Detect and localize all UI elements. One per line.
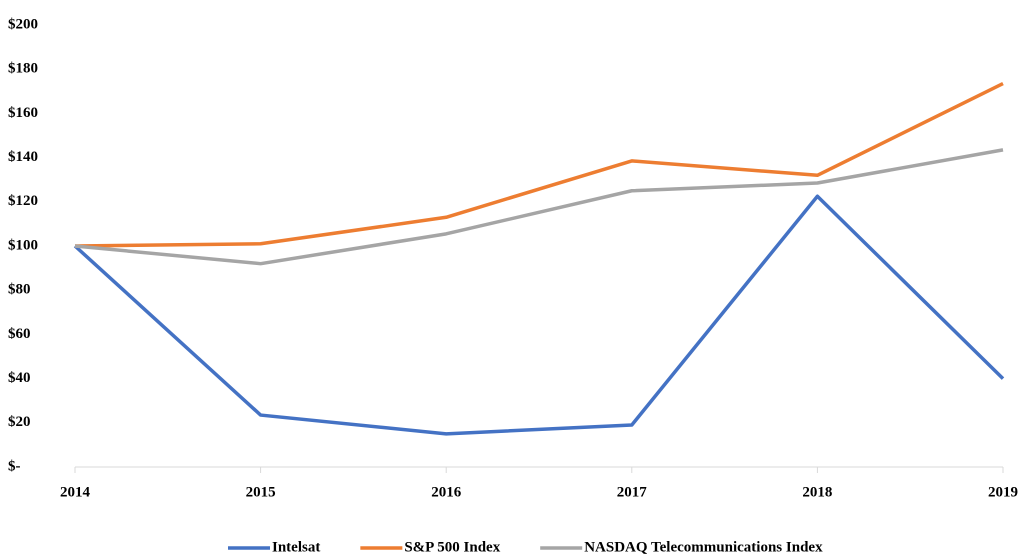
y-tick-label: $- bbox=[8, 458, 21, 474]
y-tick-label: $60 bbox=[8, 326, 31, 342]
x-tick-label: 2019 bbox=[988, 484, 1018, 500]
x-tick-label: 2017 bbox=[617, 484, 648, 500]
x-tick-label: 2016 bbox=[431, 484, 462, 500]
y-tick-label: $200 bbox=[8, 16, 38, 32]
y-tick-label: $140 bbox=[8, 149, 38, 165]
y-tick-label: $100 bbox=[8, 237, 38, 253]
series-line bbox=[73, 194, 1005, 436]
series-line bbox=[74, 148, 1004, 266]
y-tick-label: $80 bbox=[8, 282, 31, 298]
y-tick-label: $160 bbox=[8, 105, 38, 121]
x-tick-label: 2018 bbox=[802, 484, 832, 500]
legend-label: Intelsat bbox=[272, 539, 320, 555]
y-tick-label: $20 bbox=[8, 414, 31, 430]
x-tick-label: 2014 bbox=[60, 484, 91, 500]
x-tick-label: 2015 bbox=[246, 484, 276, 500]
y-tick-label: $180 bbox=[8, 61, 38, 77]
y-tick-label: $120 bbox=[8, 193, 38, 209]
series-line bbox=[74, 81, 1004, 248]
y-tick-label: $40 bbox=[8, 370, 31, 386]
legend-label: NASDAQ Telecommunications Index bbox=[584, 539, 823, 555]
legend-label: S&P 500 Index bbox=[404, 539, 500, 555]
